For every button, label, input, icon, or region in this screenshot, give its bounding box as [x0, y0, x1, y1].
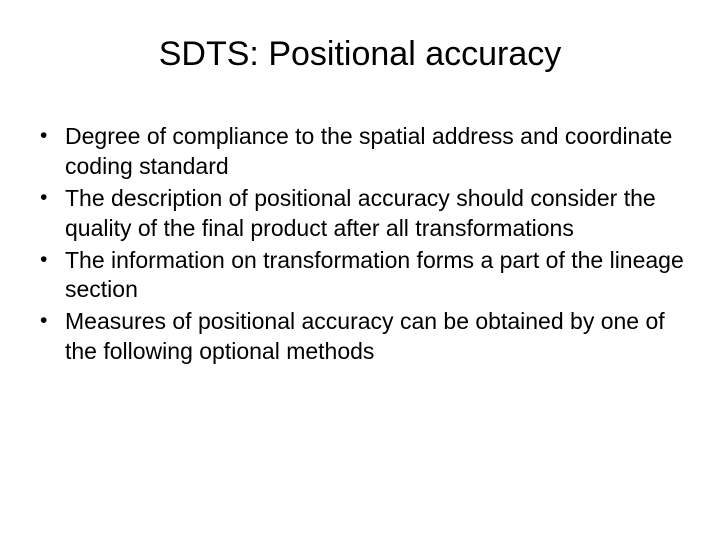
- bullet-item: Measures of positional accuracy can be o…: [35, 307, 685, 367]
- bullet-item: The information on transformation forms …: [35, 246, 685, 306]
- bullet-list: Degree of compliance to the spatial addr…: [35, 122, 685, 367]
- slide-title: SDTS: Positional accuracy: [35, 35, 685, 74]
- bullet-item: The description of positional accuracy s…: [35, 184, 685, 244]
- bullet-item: Degree of compliance to the spatial addr…: [35, 122, 685, 182]
